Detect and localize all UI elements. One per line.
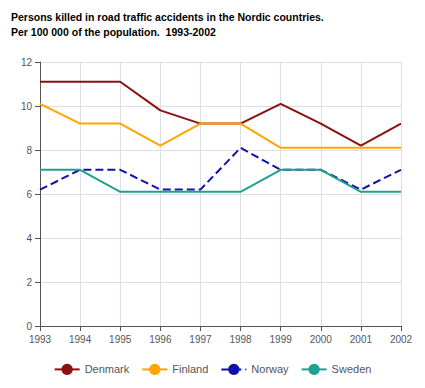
svg-text:2001: 2001 xyxy=(350,334,373,345)
svg-text:Norway: Norway xyxy=(251,363,289,375)
svg-text:1998: 1998 xyxy=(229,334,252,345)
svg-text:10: 10 xyxy=(21,101,33,112)
svg-text:0: 0 xyxy=(26,321,32,332)
svg-text:2: 2 xyxy=(26,277,32,288)
svg-text:1995: 1995 xyxy=(109,334,132,345)
svg-text:Finland: Finland xyxy=(172,363,208,375)
svg-text:1993: 1993 xyxy=(29,334,52,345)
svg-text:Sweden: Sweden xyxy=(332,363,372,375)
svg-text:12: 12 xyxy=(21,57,33,68)
svg-text:6: 6 xyxy=(26,189,32,200)
svg-text:4: 4 xyxy=(26,233,32,244)
svg-text:Per 100 000 of the population.: Per 100 000 of the population. 1993-2002 xyxy=(11,26,216,38)
svg-text:1996: 1996 xyxy=(149,334,172,345)
svg-text:1997: 1997 xyxy=(189,334,212,345)
svg-text:Persons killed in road traffic: Persons killed in road traffic accidents… xyxy=(11,11,324,23)
svg-text:2002: 2002 xyxy=(390,334,413,345)
svg-text:1999: 1999 xyxy=(270,334,293,345)
svg-text:Denmark: Denmark xyxy=(85,363,130,375)
svg-text:1994: 1994 xyxy=(69,334,92,345)
svg-text:2000: 2000 xyxy=(310,334,333,345)
svg-text:8: 8 xyxy=(26,145,32,156)
